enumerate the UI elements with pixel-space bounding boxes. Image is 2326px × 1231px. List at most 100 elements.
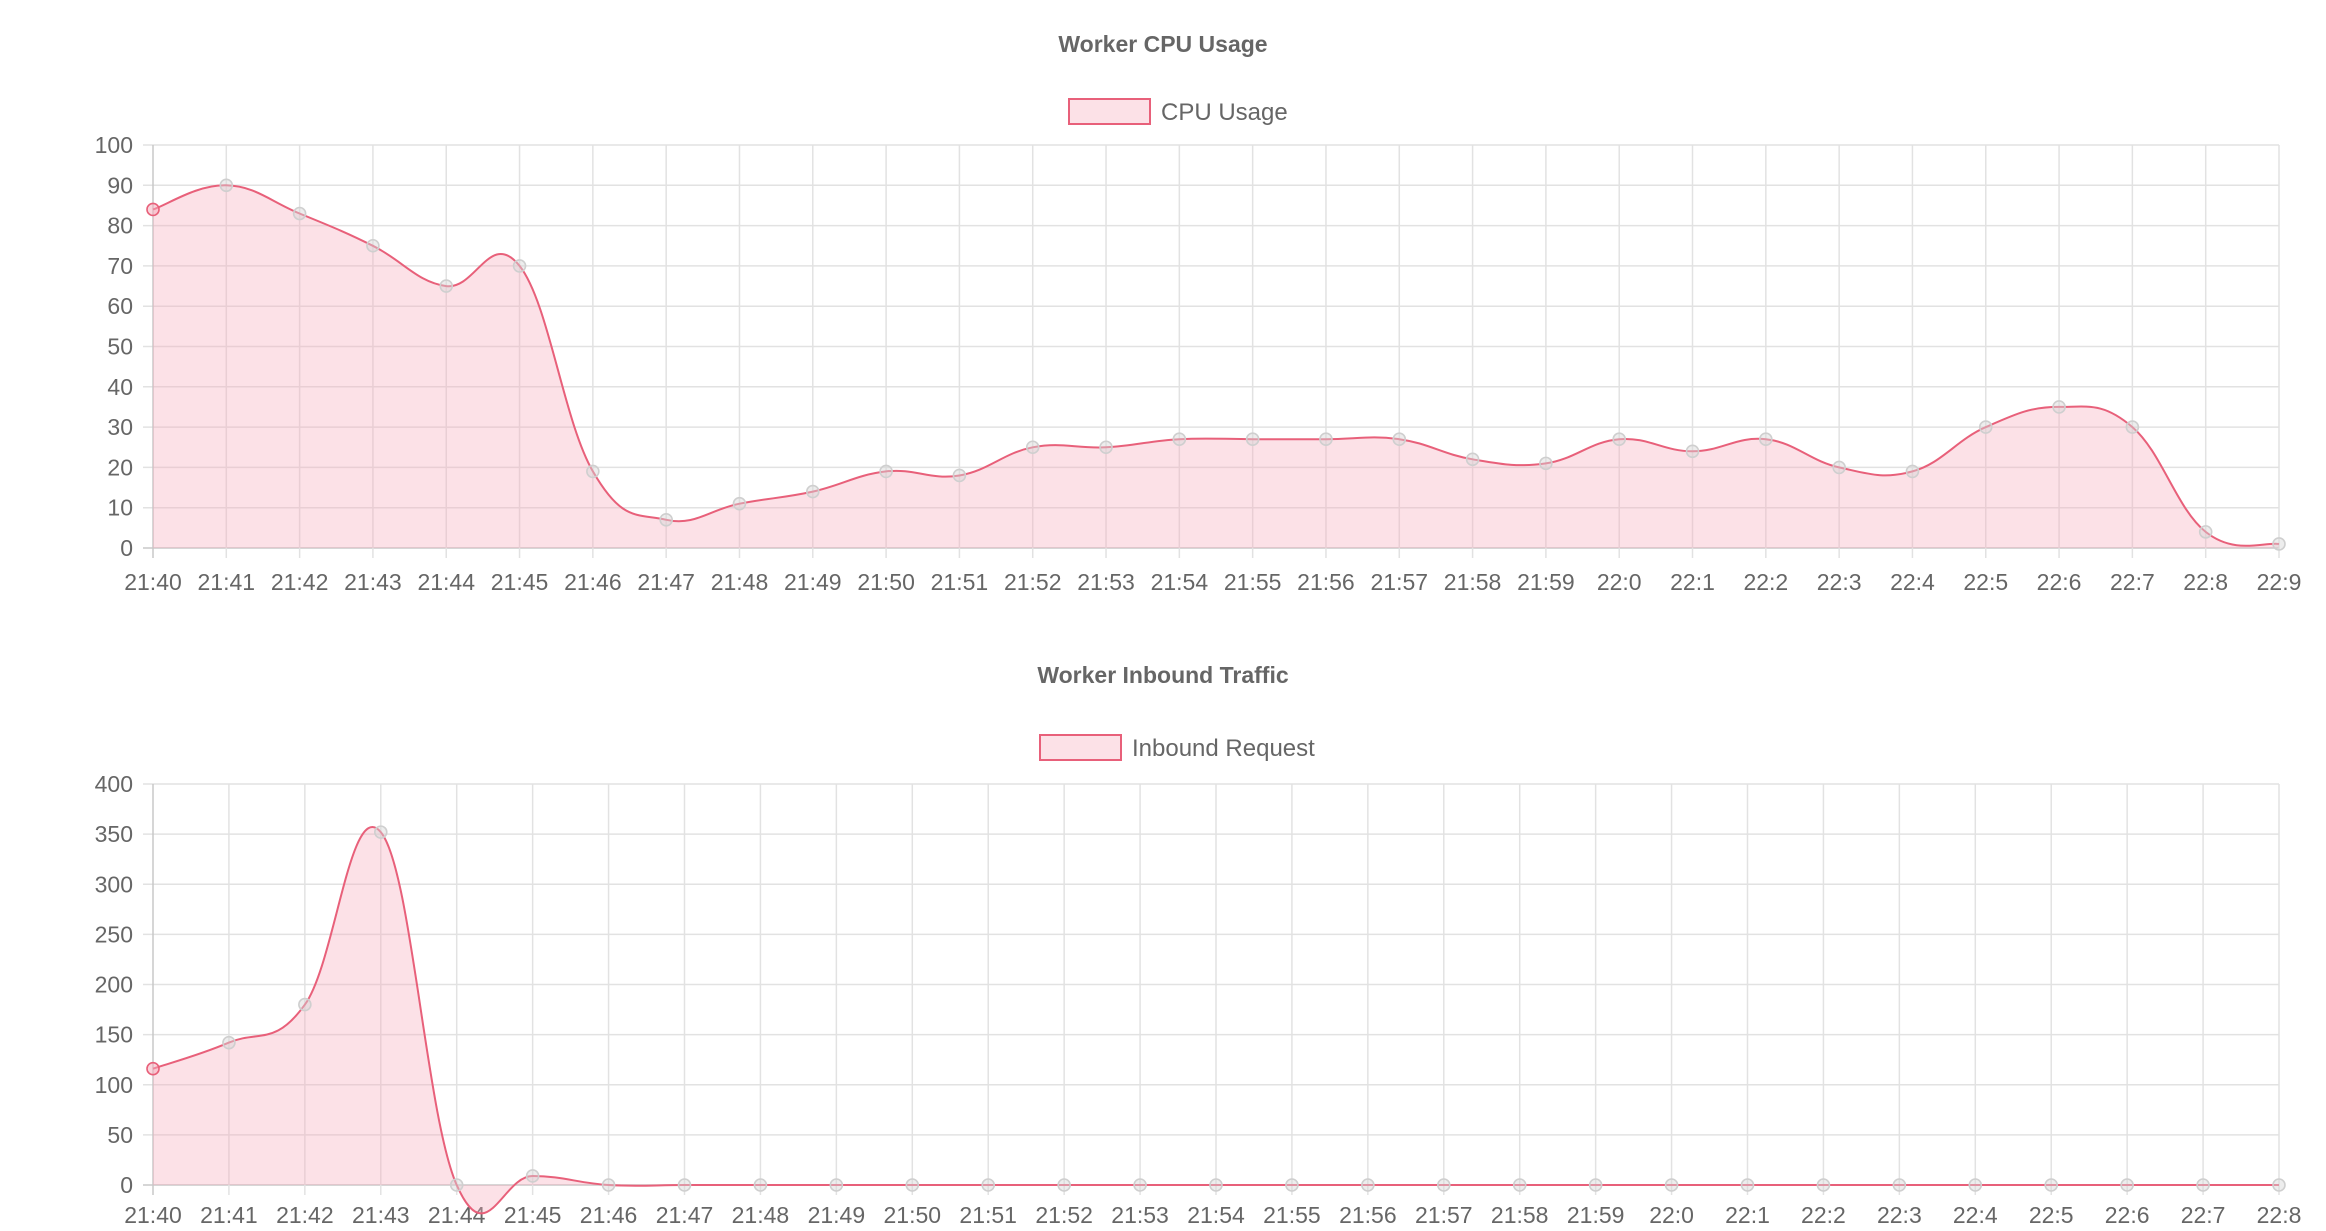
x-tick-label: 22:4	[1890, 569, 1935, 595]
y-tick-label: 150	[95, 1022, 133, 1048]
data-point[interactable]	[1099, 440, 1113, 455]
data-point[interactable]	[1245, 432, 1260, 446]
x-tick-label: 22:2	[1801, 1202, 1846, 1228]
x-tick-label: 21:58	[1491, 1202, 1549, 1228]
data-point[interactable]	[1436, 1178, 1451, 1192]
data-point[interactable]	[2125, 420, 2140, 434]
data-point[interactable]	[1740, 1178, 1755, 1192]
data-point[interactable]	[1905, 464, 1920, 479]
data-point[interactable]	[1968, 1178, 1983, 1192]
x-tick-label: 21:48	[711, 569, 769, 595]
data-point[interactable]	[753, 1178, 768, 1192]
data-point[interactable]	[298, 997, 312, 1012]
x-tick-label: 21:43	[352, 1202, 410, 1228]
x-tick-label: 21:52	[1035, 1202, 1093, 1228]
data-point[interactable]	[732, 496, 747, 511]
x-tick-label: 21:42	[276, 1202, 334, 1228]
data-point[interactable]	[1361, 1178, 1375, 1192]
data-point[interactable]	[1664, 1178, 1679, 1192]
x-tick-label: 21:44	[417, 569, 475, 595]
data-point[interactable]	[586, 464, 600, 479]
data-point[interactable]	[805, 484, 820, 499]
data-point[interactable]	[1832, 460, 1846, 475]
x-tick-label: 21:56	[1297, 569, 1355, 595]
data-point[interactable]	[905, 1178, 920, 1192]
data-point[interactable]	[601, 1178, 616, 1192]
x-tick-label: 21:54	[1187, 1202, 1245, 1228]
legend-label[interactable]: Inbound Request	[1132, 735, 1315, 762]
data-point[interactable]	[1319, 432, 1333, 446]
data-point[interactable]	[1759, 432, 1773, 446]
x-tick-label: 21:54	[1151, 569, 1209, 595]
cpu-usage-chart: Worker CPU Usage CPU Usage 0 10 20 30 40 50 60…	[0, 0, 2326, 615]
data-point[interactable]	[222, 1035, 236, 1050]
data-point[interactable]	[952, 468, 967, 483]
y-tick-label: 30	[107, 414, 133, 440]
data-point[interactable]	[1025, 440, 1040, 455]
series-area-fill	[153, 827, 2279, 1214]
data-point[interactable]	[1057, 1178, 1071, 1192]
data-point[interactable]	[829, 1178, 844, 1192]
data-point[interactable]	[2196, 1178, 2210, 1192]
data-point[interactable]	[2120, 1178, 2134, 1192]
data-point[interactable]	[1465, 452, 1480, 467]
x-tick-label: 21:41	[200, 1202, 258, 1228]
legend-swatch[interactable]	[1039, 734, 1122, 761]
data-point[interactable]	[1816, 1178, 1831, 1192]
y-tick-label: 350	[95, 821, 133, 847]
data-point[interactable]	[1978, 420, 1993, 434]
data-point[interactable]	[512, 259, 527, 273]
x-tick-label: 21:44	[428, 1202, 486, 1228]
y-tick-label: 50	[107, 334, 133, 360]
data-point[interactable]	[1209, 1178, 1223, 1192]
data-point[interactable]	[449, 1178, 464, 1192]
data-point[interactable]	[2272, 537, 2286, 551]
data-point[interactable]	[1685, 444, 1700, 459]
data-point[interactable]	[2052, 400, 2066, 414]
x-tick-label: 21:41	[198, 569, 256, 595]
data-point[interactable]	[1892, 1178, 1907, 1192]
data-point[interactable]	[1133, 1178, 1147, 1192]
data-point[interactable]	[879, 464, 893, 479]
data-point[interactable]	[1588, 1178, 1603, 1192]
data-point[interactable]	[439, 279, 454, 293]
data-point[interactable]	[981, 1178, 996, 1192]
y-tick-label: 0	[120, 535, 133, 561]
data-point[interactable]	[1539, 456, 1553, 471]
x-tick-label: 21:50	[857, 569, 915, 595]
x-tick-label: 22:0	[1649, 1202, 1694, 1228]
chart-title: Worker Inbound Traffic	[1037, 662, 1289, 688]
data-point[interactable]	[1512, 1178, 1527, 1192]
series-area-fill	[153, 185, 2279, 548]
data-point[interactable]	[366, 238, 380, 253]
x-tick-label: 21:46	[564, 569, 622, 595]
data-point[interactable]	[292, 206, 307, 221]
legend-swatch[interactable]	[1068, 98, 1151, 125]
y-tick-label: 0	[120, 1172, 133, 1198]
data-point[interactable]	[373, 825, 388, 839]
x-tick-label: 22:5	[2029, 1202, 2074, 1228]
x-tick-label: 21:52	[1004, 569, 1062, 595]
data-point[interactable]	[2044, 1178, 2059, 1192]
data-point[interactable]	[1612, 432, 1627, 446]
data-point[interactable]	[659, 512, 673, 527]
data-point[interactable]	[1285, 1178, 1299, 1192]
data-point[interactable]	[146, 1061, 160, 1076]
data-point[interactable]	[1172, 432, 1187, 446]
x-tick-label: 21:59	[1567, 1202, 1625, 1228]
data-point[interactable]	[1392, 432, 1407, 446]
data-point[interactable]	[525, 1169, 540, 1183]
data-point[interactable]	[2198, 525, 2213, 539]
x-tick-label: 21:45	[504, 1202, 562, 1228]
data-point[interactable]	[2272, 1178, 2286, 1192]
data-point[interactable]	[146, 202, 160, 217]
y-tick-label: 300	[95, 871, 133, 897]
x-tick-label: 22:4	[1953, 1202, 1998, 1228]
y-tick-label: 20	[107, 454, 133, 480]
x-tick-label: 21:51	[931, 569, 989, 595]
data-point[interactable]	[677, 1178, 692, 1192]
legend-label[interactable]: CPU Usage	[1161, 99, 1288, 126]
y-tick-label: 200	[95, 972, 133, 998]
chart-title: Worker CPU Usage	[1058, 31, 1267, 57]
data-point[interactable]	[219, 178, 234, 193]
